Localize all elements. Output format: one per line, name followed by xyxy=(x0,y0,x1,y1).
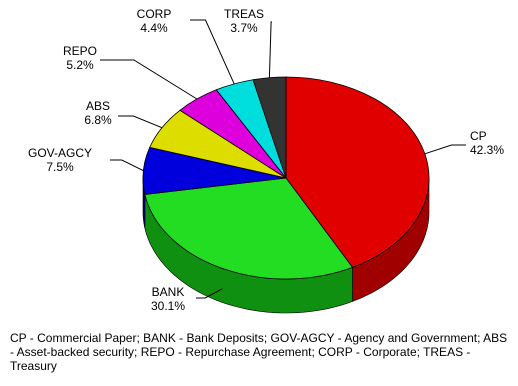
pie-slices xyxy=(142,76,430,280)
leader-line-abs xyxy=(118,115,163,129)
slice-label-corp: CORP xyxy=(137,7,172,21)
slice-percent-abs: 6.8% xyxy=(84,113,112,127)
leader-lines xyxy=(100,19,466,299)
leader-line-treas xyxy=(268,21,272,78)
footnote: CP - Commercial Paper; BANK - Bank Depos… xyxy=(10,331,508,373)
slice-cp xyxy=(285,76,430,268)
leader-line-gov-agcy xyxy=(110,159,144,172)
slice-label-abs: ABS xyxy=(86,99,110,113)
slice-percent-repo: 5.2% xyxy=(66,58,94,72)
slice-percent-treas: 3.7% xyxy=(230,21,258,35)
slice-label-cp: CP xyxy=(470,129,487,143)
slice-percent-cp: 42.3% xyxy=(470,143,504,157)
leader-line-corp xyxy=(190,19,235,85)
slice-label-repo: REPO xyxy=(63,44,97,58)
slice-percent-gov-agcy: 7.5% xyxy=(46,160,74,174)
slice-label-gov-agcy: GOV-AGCY xyxy=(28,146,92,160)
slice-label-treas: TREAS xyxy=(224,7,264,21)
leader-line-bank xyxy=(196,288,223,299)
leader-line-repo xyxy=(100,59,198,100)
slice-percent-bank: 30.1% xyxy=(151,299,185,313)
slice-bank xyxy=(144,177,354,280)
leader-line-cp xyxy=(424,144,466,155)
slice-percent-corp: 4.4% xyxy=(140,21,168,35)
slice-label-bank: BANK xyxy=(152,285,185,299)
